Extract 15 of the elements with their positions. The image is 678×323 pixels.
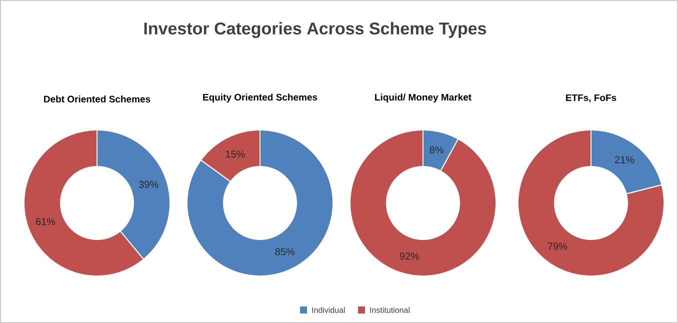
data-label: 15% [226,150,245,158]
chart-title: ETFs, FoFs [566,94,616,102]
data-label: 8% [430,146,444,154]
chart-title: Debt Oriented Schemes [44,95,150,102]
chart-title: Equity Oriented Schemes [203,94,318,102]
data-label: 85% [275,248,295,256]
legend-label: Institutional [370,307,410,313]
data-label: 21% [615,156,634,164]
data-label: 79% [548,242,568,250]
chart-title: Liquid/ Money Market [375,94,472,102]
data-label: 92% [400,252,420,260]
text: Investor Categories Across Scheme Types [144,22,486,38]
data-label: 39% [138,180,158,188]
legend-label: Individual [312,307,345,313]
data-label: 61% [36,218,56,226]
